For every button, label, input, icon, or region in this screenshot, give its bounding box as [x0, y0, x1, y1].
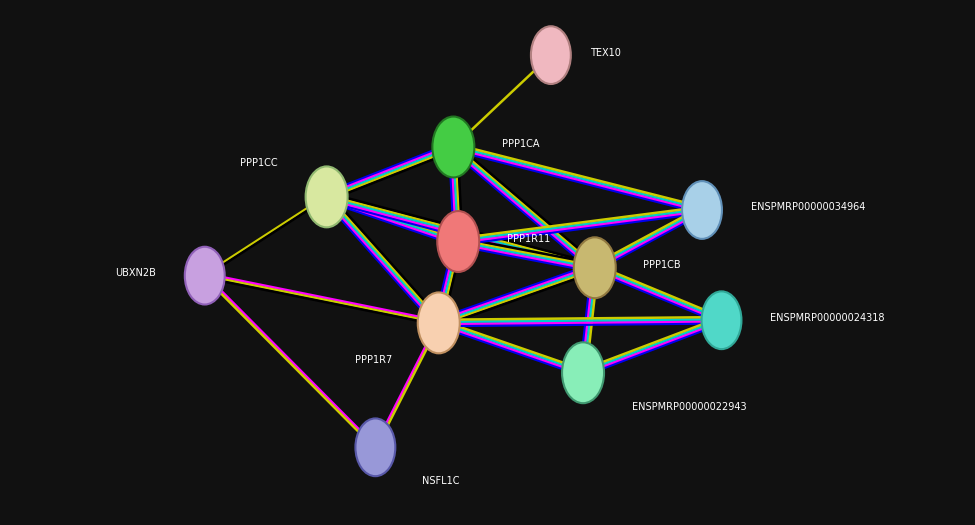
- Ellipse shape: [682, 181, 722, 239]
- Ellipse shape: [356, 418, 395, 476]
- Text: PPP1R11: PPP1R11: [507, 234, 550, 244]
- Ellipse shape: [417, 292, 460, 353]
- Text: PPP1R7: PPP1R7: [355, 354, 392, 365]
- Text: NSFL1C: NSFL1C: [422, 476, 459, 487]
- Ellipse shape: [702, 291, 741, 349]
- Text: PPP1CC: PPP1CC: [240, 158, 278, 168]
- Ellipse shape: [305, 166, 348, 227]
- Ellipse shape: [437, 211, 480, 272]
- Text: PPP1CA: PPP1CA: [502, 139, 539, 150]
- Text: ENSPMRP00000034964: ENSPMRP00000034964: [751, 202, 865, 213]
- Text: PPP1CB: PPP1CB: [644, 260, 682, 270]
- Text: ENSPMRP00000024318: ENSPMRP00000024318: [770, 312, 884, 323]
- Ellipse shape: [562, 342, 604, 403]
- Text: ENSPMRP00000022943: ENSPMRP00000022943: [632, 402, 747, 412]
- Text: UBXN2B: UBXN2B: [115, 268, 156, 278]
- Ellipse shape: [432, 117, 475, 177]
- Ellipse shape: [185, 247, 224, 304]
- Text: TEX10: TEX10: [590, 47, 621, 58]
- Ellipse shape: [531, 26, 570, 84]
- Ellipse shape: [573, 237, 616, 298]
